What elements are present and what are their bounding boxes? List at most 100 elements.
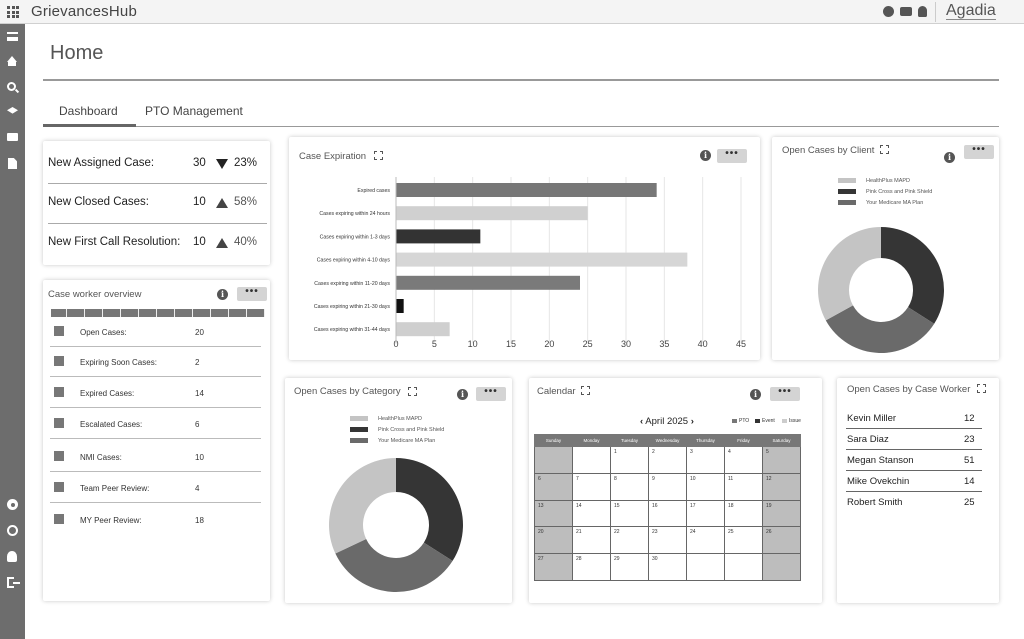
logout-icon[interactable] <box>7 577 20 588</box>
worker-count: 25 <box>964 497 975 508</box>
user-icon[interactable] <box>7 551 17 562</box>
expand-icon[interactable] <box>580 385 591 396</box>
more-options-button[interactable]: ••• <box>770 387 800 401</box>
calendar-day[interactable]: 14 <box>572 499 611 528</box>
calendar-day[interactable]: 27 <box>534 553 573 581</box>
calendar-day[interactable]: 2 <box>648 446 687 474</box>
worker-row[interactable]: Kevin Miller 12 <box>846 408 982 429</box>
overview-row[interactable]: Open Cases: 20 <box>50 316 261 347</box>
expiration-bar[interactable] <box>396 229 481 244</box>
grid-icon[interactable] <box>7 6 19 18</box>
calendar-day[interactable]: 6 <box>534 472 573 501</box>
calendar-day[interactable]: 13 <box>534 499 573 528</box>
calendar-day[interactable]: 20 <box>534 526 573 555</box>
layers-icon[interactable] <box>7 107 18 114</box>
stat-value: 10 <box>193 196 206 208</box>
legend-label: HealthPlus MAPD <box>866 178 911 184</box>
menu-icon[interactable] <box>7 32 18 41</box>
calendar-day[interactable]: 7 <box>572 472 611 501</box>
expand-icon[interactable] <box>407 386 418 397</box>
app-name[interactable]: GrievancesHub <box>31 3 137 20</box>
calendar-day[interactable]: 21 <box>572 526 611 555</box>
info-icon[interactable]: i <box>700 150 711 161</box>
calendar-day[interactable]: 22 <box>610 526 649 555</box>
next-month-button[interactable]: › <box>690 416 694 427</box>
calendar-day[interactable]: 29 <box>610 553 649 581</box>
search-icon[interactable] <box>7 82 16 91</box>
add-circle-icon[interactable] <box>883 6 894 17</box>
expand-icon[interactable] <box>373 150 384 161</box>
calendar-day[interactable]: 30 <box>648 553 687 581</box>
tab-dashboard[interactable]: Dashboard <box>59 104 118 118</box>
donut-slice[interactable] <box>881 227 944 324</box>
info-icon[interactable]: i <box>750 389 761 400</box>
calendar-day[interactable]: 26 <box>762 526 801 555</box>
calendar-day[interactable] <box>762 553 801 581</box>
calendar-day[interactable]: 1 <box>610 446 649 474</box>
worker-row[interactable]: Sara Diaz 23 <box>846 429 982 450</box>
calendar-day[interactable]: 4 <box>724 446 763 474</box>
donut-slice[interactable] <box>396 458 463 561</box>
overview-row[interactable]: Expiring Soon Cases: 2 <box>50 346 261 377</box>
bell-icon[interactable] <box>918 6 927 17</box>
more-options-button[interactable]: ••• <box>964 145 994 159</box>
calendar-day[interactable]: 15 <box>610 499 649 528</box>
calendar-day[interactable]: 28 <box>572 553 611 581</box>
document-icon[interactable] <box>8 158 17 169</box>
prev-month-button[interactable]: ‹ <box>640 416 644 427</box>
more-options-button[interactable]: ••• <box>717 149 747 163</box>
folder-icon[interactable] <box>7 133 18 141</box>
calendar-day[interactable]: 3 <box>686 446 725 474</box>
donut-slice[interactable] <box>825 305 935 353</box>
calendar-day[interactable]: 23 <box>648 526 687 555</box>
expiration-bar[interactable] <box>396 206 588 221</box>
calendar-day[interactable] <box>724 553 763 581</box>
expiration-bar[interactable] <box>396 183 657 197</box>
donut-slice[interactable] <box>329 458 396 554</box>
calendar-day[interactable]: 25 <box>724 526 763 555</box>
calendar-day[interactable]: 9 <box>648 472 687 501</box>
gear-icon[interactable] <box>7 499 18 510</box>
calendar-day[interactable]: 5 <box>762 446 801 474</box>
calendar-day[interactable]: 19 <box>762 499 801 528</box>
calendar-day[interactable]: 8 <box>610 472 649 501</box>
calendar-day[interactable]: 18 <box>724 499 763 528</box>
tab-pto-management[interactable]: PTO Management <box>145 104 243 118</box>
home-icon[interactable] <box>7 56 17 66</box>
info-icon[interactable]: i <box>217 289 228 300</box>
info-icon[interactable]: i <box>457 389 468 400</box>
lifebuoy-icon[interactable] <box>7 525 18 536</box>
calendar-day[interactable] <box>686 553 725 581</box>
calendar-day[interactable]: 16 <box>648 499 687 528</box>
expiration-bar[interactable] <box>396 252 688 267</box>
overview-row[interactable]: Escalated Cases: 6 <box>50 408 261 439</box>
donut-slice[interactable] <box>818 227 881 321</box>
overview-row[interactable]: MY Peer Review: 18 <box>50 504 261 535</box>
calendar-day[interactable]: 17 <box>686 499 725 528</box>
legend-swatch <box>755 418 760 423</box>
more-options-button[interactable]: ••• <box>476 387 506 401</box>
overview-row[interactable]: NMI Cases: 10 <box>50 441 261 472</box>
calendar-day[interactable]: 11 <box>724 472 763 501</box>
more-options-button[interactable]: ••• <box>237 287 267 301</box>
info-icon[interactable]: i <box>944 152 955 163</box>
expiration-bar[interactable] <box>396 322 450 337</box>
worker-row[interactable]: Megan Stanson 51 <box>846 450 982 471</box>
expand-icon[interactable] <box>879 144 890 155</box>
calendar-day[interactable]: 10 <box>686 472 725 501</box>
expand-icon[interactable] <box>976 383 987 394</box>
overview-row[interactable]: Team Peer Review: 4 <box>50 472 261 503</box>
calendar-day[interactable] <box>572 446 611 474</box>
calendar-day[interactable]: 24 <box>686 526 725 555</box>
legend-item: Your Medicare MA Plan <box>838 200 923 206</box>
overview-row[interactable]: Expired Cases: 14 <box>50 377 261 408</box>
expiration-bar[interactable] <box>396 299 404 313</box>
expiration-bar[interactable] <box>396 275 580 290</box>
worker-row[interactable]: Mike Ovekchin 14 <box>846 471 982 492</box>
worker-row[interactable]: Robert Smith 25 <box>846 492 982 513</box>
card-icon[interactable] <box>900 7 912 16</box>
donut-slice[interactable] <box>335 539 453 592</box>
calendar-day[interactable]: 12 <box>762 472 801 501</box>
calendar-day[interactable] <box>534 446 573 474</box>
calendar-month-label: April 2025 <box>645 416 689 427</box>
